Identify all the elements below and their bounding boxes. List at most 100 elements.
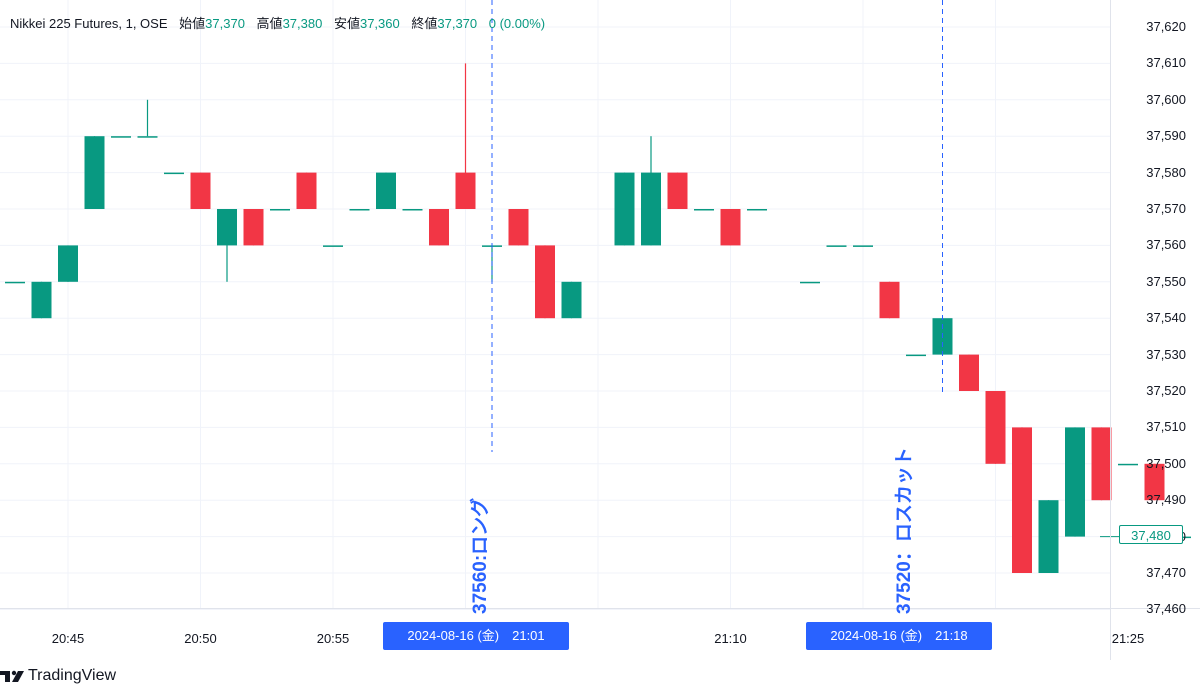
candle [1118, 463, 1138, 466]
candle [270, 209, 290, 211]
candle-body [535, 245, 555, 319]
candle [800, 281, 820, 284]
candle-body [853, 245, 873, 247]
candle-body [217, 209, 237, 246]
candle-body [84, 136, 105, 209]
candle-body [747, 209, 767, 211]
candle-body [31, 281, 52, 319]
close-value: 37,370 [437, 16, 478, 31]
candle [508, 209, 529, 246]
price-tick-label: 37,620 [1146, 19, 1186, 34]
price-tick-label: 37,490 [1146, 492, 1186, 508]
candle [879, 281, 900, 319]
candle-body [667, 172, 688, 209]
candle [535, 245, 555, 319]
open-label: 始値 [179, 16, 206, 31]
candle-body [720, 209, 741, 246]
candle [429, 209, 449, 246]
price-tick-label: 37,590 [1146, 128, 1186, 144]
candle-body [349, 209, 370, 211]
candle-body [694, 209, 714, 211]
candle-body [1065, 427, 1085, 537]
candle-body [1038, 500, 1059, 573]
price-tick-label: 37,470 [1146, 565, 1186, 580]
candle [826, 245, 847, 247]
candle-body [614, 172, 635, 246]
candle [243, 209, 264, 246]
candle [111, 136, 131, 138]
price-tick-label: 37,550 [1146, 273, 1186, 289]
price-tick-label: 37,580 [1146, 164, 1186, 180]
candles [5, 63, 1191, 573]
candle-body [137, 136, 158, 138]
open-value: 37,370 [205, 16, 245, 31]
candle [217, 209, 237, 282]
candle [906, 354, 926, 357]
candle-body [879, 281, 900, 319]
annotation-lines [491, 0, 943, 452]
candle [1144, 463, 1165, 501]
candle-body [906, 354, 926, 357]
current-price-badge: 37,480 [1119, 525, 1183, 544]
candle-body [800, 281, 820, 284]
low-label: 安値 [333, 16, 360, 31]
candle [747, 209, 767, 211]
candle [164, 172, 184, 175]
price-tick-label: 37,540 [1146, 310, 1186, 326]
candle-body [190, 172, 211, 209]
annotation-2-date-badge: 2024-08-16 (金) 21:18 [806, 622, 992, 650]
candle-body [561, 281, 582, 319]
candle-body [58, 245, 78, 282]
annotation-1-label[interactable]: 37560:ロング [470, 497, 491, 614]
change-value: 0 (0.00%) [488, 16, 546, 31]
symbol-title[interactable]: Nikkei 225 Futures, 1, OSE [10, 16, 168, 31]
candle-body [402, 209, 423, 211]
candle [959, 354, 979, 391]
price-tick-label: 37,510 [1146, 419, 1186, 435]
price-tick-label: 37,500 [1146, 455, 1186, 471]
tradingview-logo[interactable]: TradingView [0, 664, 116, 688]
candle-body [323, 245, 343, 247]
time-axis-divider [0, 608, 1200, 609]
candle [296, 172, 317, 209]
price-axis-divider [1110, 0, 1111, 660]
candle [58, 245, 78, 282]
candle [667, 172, 688, 209]
candle-body [1091, 427, 1112, 501]
grid-lines [0, 0, 1110, 610]
candle [190, 172, 211, 209]
high-label: 高値 [256, 16, 283, 31]
time-tick-label: 20:45 [51, 631, 85, 646]
candle-body [243, 209, 264, 246]
price-tick-label: 37,530 [1146, 346, 1186, 362]
ohlc-legend: Nikkei 225 Futures, 1, OSE 始値37,370 高値37… [10, 13, 545, 32]
candle [84, 136, 105, 209]
logo-text: TradingView [28, 667, 117, 684]
candle-body [1144, 463, 1165, 501]
annotation-2-label[interactable]: 37520：ロスカット [894, 447, 915, 614]
candle-body [376, 172, 396, 209]
candle [641, 136, 661, 246]
candle-body [455, 172, 476, 209]
candle [985, 391, 1006, 464]
time-tick-label: 21:25 [1111, 631, 1145, 646]
candle-body [429, 209, 449, 246]
candle [137, 99, 158, 138]
high-value: 37,380 [282, 16, 323, 31]
candle [561, 281, 582, 319]
candle-body [1012, 427, 1032, 573]
candle [349, 209, 370, 211]
candle [1091, 427, 1112, 501]
time-tick-label: 20:55 [316, 631, 350, 646]
time-tick-label: 20:50 [184, 631, 217, 646]
candle [720, 209, 741, 246]
candle [1038, 500, 1059, 573]
candle-body [641, 172, 661, 246]
candle [455, 63, 476, 209]
close-label: 終値 [411, 16, 438, 31]
candle-body [985, 391, 1006, 464]
candle [402, 209, 423, 211]
low-value: 37,360 [359, 16, 400, 31]
candle [694, 209, 714, 211]
